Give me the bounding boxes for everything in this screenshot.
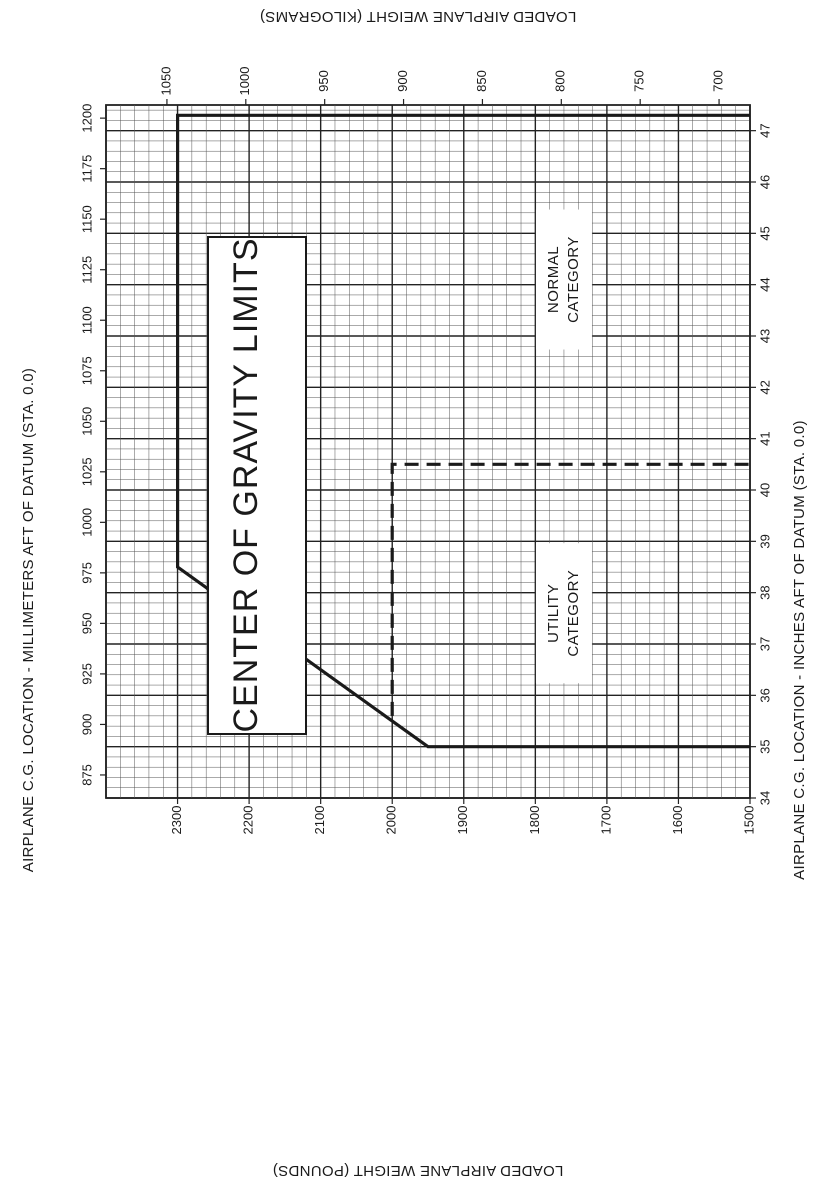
tick-label-mm: 975 [79, 562, 94, 584]
normal-category-label-bg [535, 209, 592, 350]
tick-label-kg: 950 [316, 70, 331, 92]
chart-labels: CENTER OF GRAVITY LIMITS AIRPLANE C.G. L… [20, 8, 808, 1179]
tick-label-inches: 42 [757, 380, 772, 394]
utility-category-label-word: CATEGORY [565, 570, 582, 657]
tick-label-pounds: 1800 [527, 806, 542, 835]
tick-label-mm: 950 [79, 613, 94, 635]
tick-label-inches: 41 [757, 431, 772, 445]
tick-label-inches: 38 [757, 585, 772, 599]
tick-label-kg: 750 [632, 70, 647, 92]
tick-label-inches: 43 [757, 329, 772, 343]
bottom-x-axis-title: AIRPLANE C.G. LOCATION - INCHES AFT OF D… [791, 420, 808, 880]
chart-series [176, 113, 750, 749]
tick-label-mm: 925 [79, 663, 94, 685]
tick-label-kg: 900 [395, 70, 410, 92]
tick-label-kg: 850 [474, 70, 489, 92]
tick-label-mm: 1075 [79, 356, 94, 385]
normal-category-label-word: NORMAL [545, 246, 562, 313]
tick-label-kg: 1000 [237, 67, 252, 96]
tick-label-inches: 36 [757, 688, 772, 702]
tick-label-inches: 37 [757, 637, 772, 651]
tick-label-inches: 35 [757, 739, 772, 753]
utility-category-label-bg [535, 543, 592, 684]
normal-category-envelope [176, 113, 750, 749]
normal-category-label-word: CATEGORY [565, 236, 582, 323]
tick-label-pounds: 2000 [384, 806, 399, 835]
tick-label-mm: 1000 [79, 508, 94, 537]
tick-label-mm: 1150 [79, 205, 94, 233]
tick-label-pounds: 2200 [241, 806, 256, 835]
tick-label-mm: 900 [79, 714, 94, 736]
tick-label-pounds: 2300 [169, 806, 184, 835]
tick-label-kg: 700 [711, 70, 726, 92]
tick-label-mm: 875 [79, 764, 94, 786]
tick-label-inches: 34 [757, 791, 772, 805]
tick-label-mm: 1125 [79, 256, 94, 284]
tick-label-inches: 47 [757, 123, 772, 137]
tick-label-mm: 1200 [79, 104, 94, 133]
chart-grid [100, 99, 756, 804]
right-y-axis-title: LOADED AIRPLANE WEIGHT (KILOGRAMS) [260, 8, 577, 25]
tick-label-pounds: 1900 [455, 806, 470, 835]
tick-label-pounds: 2100 [312, 806, 327, 835]
tick-label-pounds: 1600 [670, 806, 685, 835]
tick-label-mm: 1050 [79, 407, 94, 436]
tick-label-kg: 800 [553, 70, 568, 92]
tick-label-mm: 1025 [79, 457, 94, 486]
tick-label-inches: 39 [757, 534, 772, 548]
tick-label-inches: 44 [757, 277, 772, 291]
tick-label-pounds: 1500 [741, 806, 756, 835]
utility-category-envelope [390, 462, 750, 716]
title-box [207, 236, 307, 735]
tick-label-inches: 46 [757, 175, 772, 189]
tick-label-mm: 1175 [79, 155, 94, 183]
utility-category-label-word: UTILITY [545, 584, 562, 643]
tick-label-inches: 40 [757, 483, 772, 497]
tick-label-inches: 45 [757, 226, 772, 240]
top-x-axis-title: AIRPLANE C.G. LOCATION - MILLIMETERS AFT… [20, 368, 37, 872]
tick-label-mm: 1100 [79, 306, 94, 334]
left-y-axis-title: LOADED AIRPLANE WEIGHT (POUNDS) [273, 1162, 564, 1179]
plot-frame [105, 104, 751, 799]
tick-label-kg: 1050 [158, 67, 173, 96]
tick-label-pounds: 1700 [598, 806, 613, 835]
chart-title: CENTER OF GRAVITY LIMITS [227, 237, 265, 732]
